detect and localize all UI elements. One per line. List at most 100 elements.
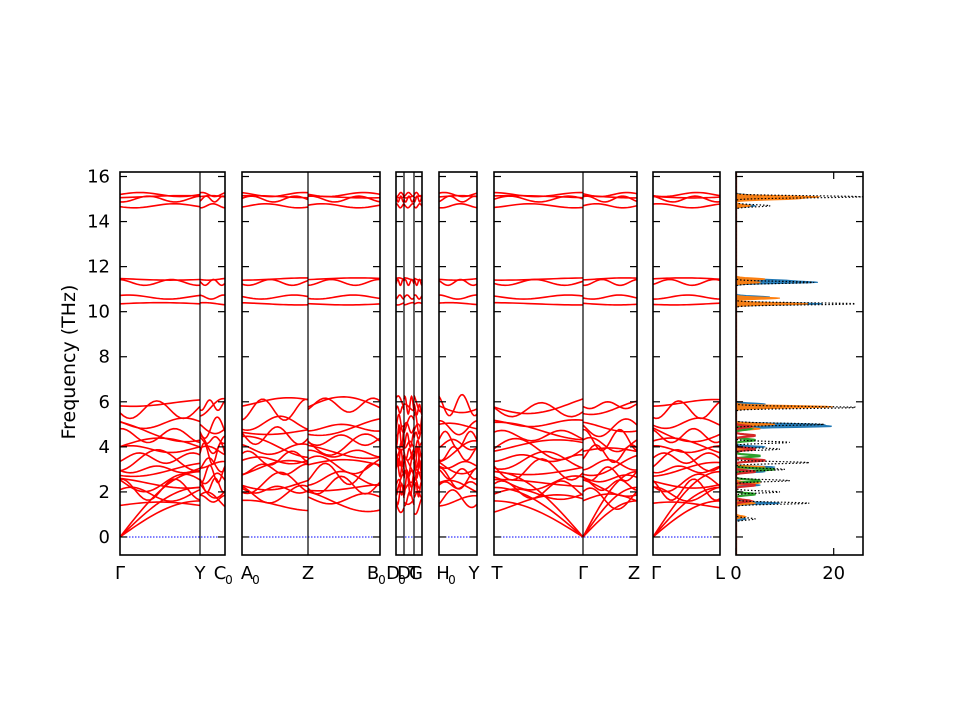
phonon-branch [653, 400, 720, 420]
high-symmetry-subscript: 0 [448, 573, 456, 587]
phonon-branch [120, 449, 201, 472]
phonon-branch [307, 433, 380, 456]
panel-frame [395, 171, 423, 556]
high-symmetry-label: D [386, 563, 400, 584]
y-tick-label: 0 [99, 527, 110, 548]
phonon-branch [120, 478, 201, 501]
phonon-branch [120, 202, 201, 209]
phonon-branch [120, 465, 201, 474]
phonon-branch [396, 448, 405, 468]
phonon-branch [494, 301, 584, 306]
phonon-branch [582, 191, 637, 198]
panel-frame [493, 171, 638, 556]
phonon-branch [494, 277, 584, 281]
phonon-branch [439, 494, 477, 507]
phonon-branch [120, 278, 201, 287]
phonon-branch [242, 484, 309, 504]
phonon-branch [582, 400, 637, 410]
high-symmetry-label: H [436, 563, 450, 584]
phonon-branch [439, 294, 477, 300]
phonon-branch [494, 294, 584, 300]
phonon-branch [403, 415, 415, 434]
phonon-branch [653, 444, 720, 454]
phonon-branch [199, 416, 225, 440]
phonon-branch [403, 432, 415, 448]
phonon-branch [307, 483, 380, 492]
phonon-branch [120, 400, 201, 420]
phonon-branch [242, 426, 309, 446]
high-symmetry-label: A [241, 563, 254, 584]
acoustic-branch [653, 470, 720, 538]
phonon-branch [413, 294, 422, 300]
phonon-branch [396, 478, 405, 488]
phonon-branch [653, 452, 720, 465]
phonon-branch [439, 405, 477, 414]
band-panel-1 [241, 171, 381, 556]
phonon-branch [307, 302, 380, 306]
phonon-branch [307, 458, 380, 466]
acoustic-branch [582, 500, 637, 538]
acoustic-branch [120, 500, 201, 538]
phonon-branch [396, 395, 405, 408]
phonon-branch [439, 479, 477, 493]
phonon-branch [439, 301, 477, 306]
dos-series-3 [736, 172, 766, 555]
high-symmetry-subscript: 0 [252, 573, 260, 587]
phonon-branch [653, 277, 720, 280]
y-tick-label: 12 [87, 257, 110, 278]
phonon-branch [653, 480, 720, 489]
dos-x-tick-label: 20 [822, 563, 845, 584]
band-panel-3 [438, 171, 478, 556]
acoustic-branch [582, 470, 637, 538]
phonon-branch [413, 411, 422, 435]
phonon-branch [199, 301, 225, 306]
phonon-branch [653, 473, 720, 493]
phonon-branch [439, 461, 477, 475]
y-tick-label: 8 [99, 347, 110, 368]
phonon-branch [653, 417, 720, 430]
phonon-branch [307, 418, 380, 437]
acoustic-branch [494, 500, 584, 538]
phonon-branch [439, 467, 477, 480]
phonon-branch [199, 277, 225, 281]
phonon-branch [439, 419, 477, 436]
acoustic-branch [653, 486, 720, 538]
phonon-branch [120, 399, 201, 408]
phonon-branch [242, 396, 309, 407]
phonon-branch [494, 419, 584, 428]
phonon-branch [439, 277, 477, 281]
phonon-branch [242, 398, 309, 421]
phonon-branch [582, 294, 637, 300]
phonon-branch [242, 202, 309, 209]
phonon-branch [396, 278, 405, 287]
y-tick-label: 2 [99, 482, 110, 503]
acoustic-branch [494, 486, 584, 538]
phonon-branch [242, 429, 309, 436]
phonon-branch [307, 202, 380, 209]
phonon-branch [120, 462, 201, 478]
high-symmetry-label: Γ [651, 563, 661, 584]
phonon-branch [396, 302, 405, 306]
y-tick-label: 4 [99, 437, 110, 458]
phonon-branch [413, 301, 422, 305]
phonon-branch [494, 475, 584, 491]
phonon-branch [582, 400, 637, 416]
phonon-branch [199, 399, 225, 412]
phonon-branch [242, 471, 309, 495]
panel-frame [438, 171, 478, 556]
phonon-branch [403, 195, 415, 203]
phonon-branch [653, 449, 720, 472]
phonon-branch [439, 430, 477, 450]
phonon-branch [582, 202, 637, 209]
phonon-branch [413, 202, 422, 209]
high-symmetry-label: T [491, 563, 504, 584]
phonon-branch [120, 301, 201, 305]
phonon-branch [653, 427, 720, 443]
phonon-branch [242, 450, 309, 466]
acoustic-branch [120, 470, 201, 538]
phonon-branch [582, 418, 637, 438]
phonon-branch [120, 195, 201, 203]
phonon-branch [403, 453, 415, 477]
dos-x-tick-label: 0 [730, 563, 741, 584]
phonon-branch [494, 202, 584, 209]
